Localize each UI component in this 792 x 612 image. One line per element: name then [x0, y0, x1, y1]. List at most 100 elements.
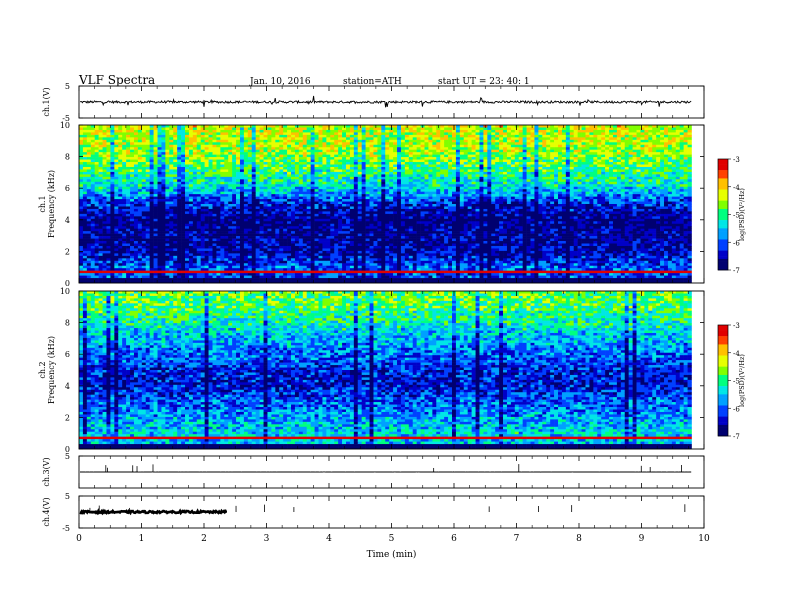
spectrogram-cell	[239, 144, 245, 148]
spectrogram-cell	[267, 142, 272, 146]
spectrogram-cell	[298, 144, 304, 148]
spectrogram-cell	[224, 132, 229, 136]
spectrogram-cell	[255, 144, 260, 148]
spectrogram-cell	[204, 186, 209, 190]
spectrogram-cell	[110, 245, 115, 249]
spectrogram-cell	[243, 258, 249, 262]
spectrogram-cell	[357, 191, 362, 195]
spectrogram-cell	[110, 213, 115, 217]
spectrogram-cell	[365, 129, 370, 133]
spectrogram-cell	[263, 152, 268, 155]
spectrogram-cell	[357, 164, 362, 168]
spectrogram-cell	[208, 211, 213, 215]
spectrogram-cell	[98, 265, 103, 269]
spectrogram-cell	[239, 255, 245, 259]
spectrogram-cell	[275, 194, 280, 197]
spectrogram-cell	[173, 248, 178, 252]
spectrogram-cell	[188, 142, 194, 146]
spectrogram-cell	[330, 211, 335, 215]
spectrogram-cell	[161, 152, 166, 155]
spectrogram-cell	[271, 253, 276, 257]
spectrogram-cell	[157, 258, 162, 262]
spectrogram-cell	[145, 263, 150, 267]
spectrogram-cell	[181, 166, 186, 170]
spectrogram-cell	[110, 152, 115, 155]
spectrogram-cell	[287, 206, 292, 210]
spectrogram-cell	[220, 263, 225, 267]
spectrogram-cell	[243, 223, 249, 227]
spectrogram-cell	[345, 280, 351, 284]
spectrogram-cell	[291, 265, 296, 269]
spectrogram-cell	[165, 278, 170, 281]
spectrogram-cell	[220, 228, 225, 232]
spectrogram-cell	[251, 144, 256, 148]
spectrogram-cell	[353, 278, 359, 281]
spectrogram-cell	[122, 189, 127, 192]
spectrogram-cell	[236, 216, 241, 220]
spectrogram-cell	[90, 250, 96, 254]
spectrogram-cell	[208, 233, 213, 237]
spectrogram-cell	[259, 263, 264, 267]
spectrogram-cell	[79, 189, 84, 192]
spectrogram-cell	[267, 275, 272, 279]
spectrogram-cell	[357, 159, 362, 163]
spectrogram-cell	[361, 169, 366, 173]
spectrogram-cell	[306, 208, 311, 212]
spectrogram-cell	[361, 241, 366, 244]
spectrogram-cell	[130, 147, 135, 150]
spectrogram-cell	[141, 265, 147, 269]
spectrogram-cell	[259, 255, 264, 259]
spectrogram-cell	[82, 241, 88, 244]
spectrogram-cell	[294, 139, 300, 143]
spectrogram-cell	[157, 263, 162, 267]
spectrogram-cell	[345, 248, 351, 252]
spectrogram-cell	[279, 273, 284, 276]
spectrogram-cell	[94, 199, 99, 202]
spectrogram-cell	[259, 147, 264, 150]
spectrogram-cell	[82, 270, 88, 274]
spectrogram-cell	[267, 233, 272, 237]
spectrogram-cell	[177, 132, 182, 136]
spectrogram-cell	[236, 179, 241, 183]
spectrogram-cell	[130, 248, 135, 252]
spectrogram-cell	[94, 152, 99, 155]
spectrogram-cell	[196, 231, 202, 234]
spectrogram-cell	[165, 186, 170, 190]
spectrogram-cell	[106, 159, 111, 163]
spectrogram-cell	[251, 218, 256, 222]
spectrogram-cell	[330, 174, 335, 178]
spectrogram-cell	[185, 233, 190, 237]
spectrogram-cell	[302, 245, 308, 249]
spectrogram-cell	[239, 169, 245, 173]
spectrogram-cell	[224, 199, 229, 202]
spectrogram-cell	[287, 223, 292, 227]
spectrogram-cell	[208, 268, 213, 271]
spectrogram-cell	[228, 258, 233, 262]
spectrogram-cell	[345, 142, 351, 146]
spectrogram-cell	[204, 196, 209, 200]
spectrogram-cell	[294, 166, 300, 170]
spectrogram-cell	[173, 125, 178, 128]
spectrogram-cell	[114, 184, 119, 188]
spectrogram-cell	[165, 154, 170, 158]
spectrogram-cell	[82, 213, 88, 217]
spectrogram-cell	[141, 278, 147, 281]
spectrogram-cell	[357, 199, 362, 202]
spectrogram-cell	[192, 186, 198, 190]
spectrogram-cell	[306, 181, 311, 185]
spectrogram-cell	[145, 206, 150, 210]
spectrogram-cell	[247, 129, 253, 133]
spectrogram-cell	[373, 238, 378, 242]
spectrogram-cell	[338, 245, 343, 249]
spectrogram-cell	[239, 176, 245, 180]
spectrogram-cell	[334, 196, 339, 200]
spectrogram-cell	[122, 228, 127, 232]
spectrogram-cell	[275, 132, 280, 136]
spectrogram-cell	[157, 275, 162, 279]
spectrogram-cell	[165, 243, 170, 247]
spectrogram-cell	[314, 223, 319, 227]
spectrogram-cell	[334, 129, 339, 133]
spectrogram-cell	[267, 201, 272, 205]
spectrogram-cell	[82, 206, 88, 210]
spectrogram-cell	[357, 152, 362, 155]
